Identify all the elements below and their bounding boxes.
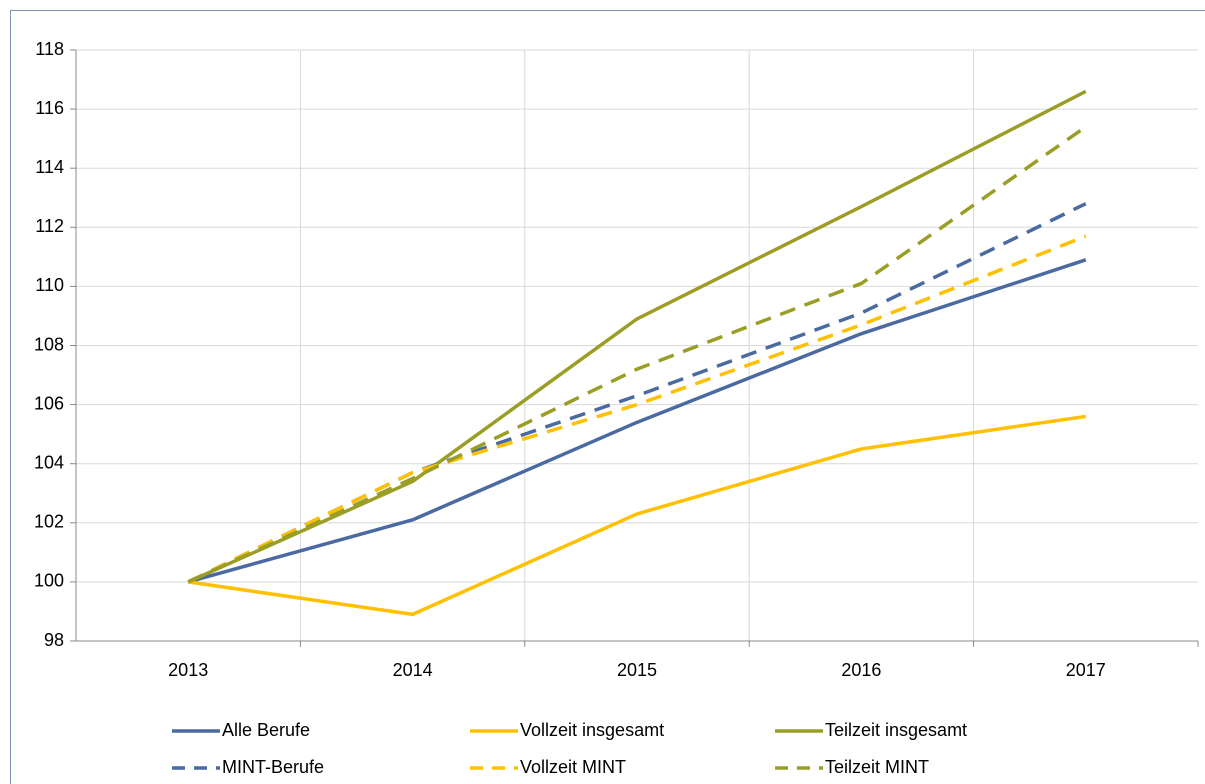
series-line [187, 234, 1087, 584]
chart-frame [10, 10, 1205, 784]
y-tick-label: 104 [34, 452, 64, 472]
series-line [187, 258, 1087, 584]
y-tick-label: 106 [34, 393, 64, 413]
series-line [187, 414, 1087, 617]
y-tick-label: 114 [35, 157, 64, 177]
legend-label: Teilzeit MINT [825, 757, 929, 777]
x-tick-label: 2013 [168, 660, 208, 680]
y-tick-label: 108 [34, 334, 64, 354]
legend-label: Vollzeit insgesamt [520, 720, 664, 740]
series-line [187, 125, 1087, 584]
y-tick-label: 100 [34, 571, 64, 591]
y-tick-label: 110 [35, 275, 64, 295]
x-tick-label: 2016 [841, 660, 881, 680]
legend-label: Alle Berufe [222, 720, 310, 740]
legend-label: Teilzeit insgesamt [825, 720, 967, 740]
y-tick-label: 98 [44, 630, 64, 650]
y-tick-label: 116 [35, 98, 64, 118]
y-tick-label: 112 [35, 216, 64, 236]
legend-label: MINT-Berufe [222, 757, 324, 777]
x-tick-label: 2017 [1066, 660, 1106, 680]
series-line [187, 89, 1087, 584]
x-tick-label: 2015 [617, 660, 657, 680]
legend-label: Vollzeit MINT [520, 757, 626, 777]
y-tick-label: 102 [34, 512, 64, 532]
x-tick-label: 2014 [393, 660, 433, 680]
y-tick-label: 118 [35, 39, 64, 59]
